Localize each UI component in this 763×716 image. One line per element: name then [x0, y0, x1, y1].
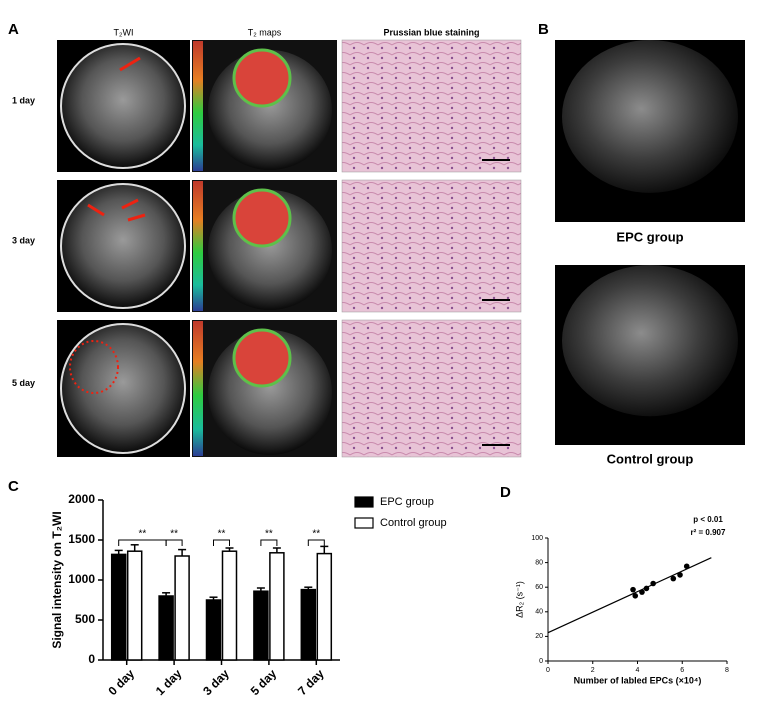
mri-head: [562, 40, 738, 193]
x-tick-label: 6: [680, 667, 684, 674]
trend-line: [547, 557, 712, 634]
tumor-map: [232, 188, 292, 248]
x-tick-label: 3 day: [200, 666, 232, 698]
column-header: T₂ maps: [248, 27, 282, 37]
significance-bracket: [118, 539, 167, 546]
legend-swatch: [354, 517, 374, 529]
caption: EPC group: [616, 229, 683, 244]
point: [650, 580, 656, 587]
annotation: p < 0.01: [693, 515, 723, 524]
point: [639, 589, 645, 595]
legend-label: Control group: [380, 517, 447, 529]
color-bar: [193, 181, 203, 311]
outline: [69, 340, 119, 394]
histology-image: [341, 39, 522, 173]
column-header: T₂WI: [114, 27, 134, 37]
x-tick-label: 7 day: [295, 666, 327, 698]
arrow: [119, 56, 141, 72]
significance-bracket: [165, 539, 183, 546]
bar: [300, 588, 317, 661]
panel-label: A: [8, 21, 19, 38]
x-tick-label: 0: [546, 667, 550, 674]
point: [643, 585, 650, 592]
color-bar: [193, 41, 203, 171]
histology-image: [341, 319, 522, 458]
significance-bracket: [260, 539, 278, 546]
significance-label: **: [218, 529, 226, 540]
x-tick-label: 5 day: [248, 666, 280, 698]
tumor-map: [232, 48, 292, 108]
color-bar: [193, 321, 203, 456]
bar: [316, 552, 333, 661]
row-label: 5 day: [12, 378, 35, 388]
mri-head: [60, 183, 186, 309]
caption: Control group: [607, 451, 694, 466]
x-tick-label: 1 day: [153, 666, 185, 698]
point: [677, 572, 683, 578]
legend-swatch: [354, 496, 374, 508]
panel-label: C: [8, 478, 19, 495]
x-tick-label: 4: [636, 667, 640, 674]
mri-head: [60, 323, 186, 454]
bar: [221, 550, 238, 661]
row-label: 1 day: [12, 95, 35, 105]
y-tick-label: 2000: [68, 492, 95, 506]
y-tick-label: 40: [535, 609, 543, 616]
point: [670, 575, 677, 582]
x-tick-label: 8: [725, 667, 729, 674]
y-tick-label: 1000: [68, 572, 95, 586]
mri-head: [60, 43, 186, 169]
panel-label: D: [500, 484, 511, 501]
significance-bracket: [307, 539, 325, 546]
y-tick-label: 100: [531, 535, 543, 542]
x-tick-label: 0 day: [105, 666, 137, 698]
bar: [253, 590, 269, 661]
x-axis-label: Number of labled EPCs (×10⁴): [574, 675, 702, 685]
point: [683, 563, 690, 570]
bar: [158, 595, 174, 661]
legend-label: EPC group: [380, 496, 434, 508]
x-tick-label: 2: [591, 667, 595, 674]
column-header: Prussian blue staining: [383, 27, 479, 37]
y-axis-label: ΔR₂ (s⁻¹): [514, 581, 524, 618]
y-tick-label: 20: [535, 633, 543, 640]
significance-label: **: [265, 529, 273, 540]
mri-head: [562, 265, 738, 417]
panel-b: EPC group Control group: [555, 40, 745, 466]
bar: [205, 599, 222, 661]
y-tick-label: 1500: [68, 532, 95, 546]
significance-label: **: [139, 529, 147, 540]
y-tick-label: 500: [75, 612, 95, 626]
y-axis-label: Signal intensity on T₂WI: [50, 511, 64, 648]
panel-label: B: [538, 21, 549, 38]
annotation: r² = 0.907: [691, 528, 726, 537]
tumor-map: [232, 328, 292, 388]
point: [630, 586, 636, 593]
y-tick-label: 60: [535, 584, 543, 591]
bar: [110, 553, 127, 661]
y-tick-label: 0: [539, 658, 543, 665]
significance-label: **: [312, 529, 320, 540]
histology-image: [341, 179, 522, 313]
significance-bracket: [213, 539, 230, 546]
y-tick-label: 80: [535, 559, 543, 566]
bar: [126, 550, 143, 661]
y-tick-label: 0: [88, 652, 95, 666]
arrow: [87, 198, 146, 222]
row-label: 3 day: [12, 235, 35, 245]
bar: [174, 555, 190, 661]
significance-label: **: [170, 529, 178, 540]
bar: [269, 552, 285, 661]
point: [632, 593, 639, 599]
panel-a: T₂WI T₂ maps Prussian blue staining 1 day 3 …: [12, 27, 522, 458]
